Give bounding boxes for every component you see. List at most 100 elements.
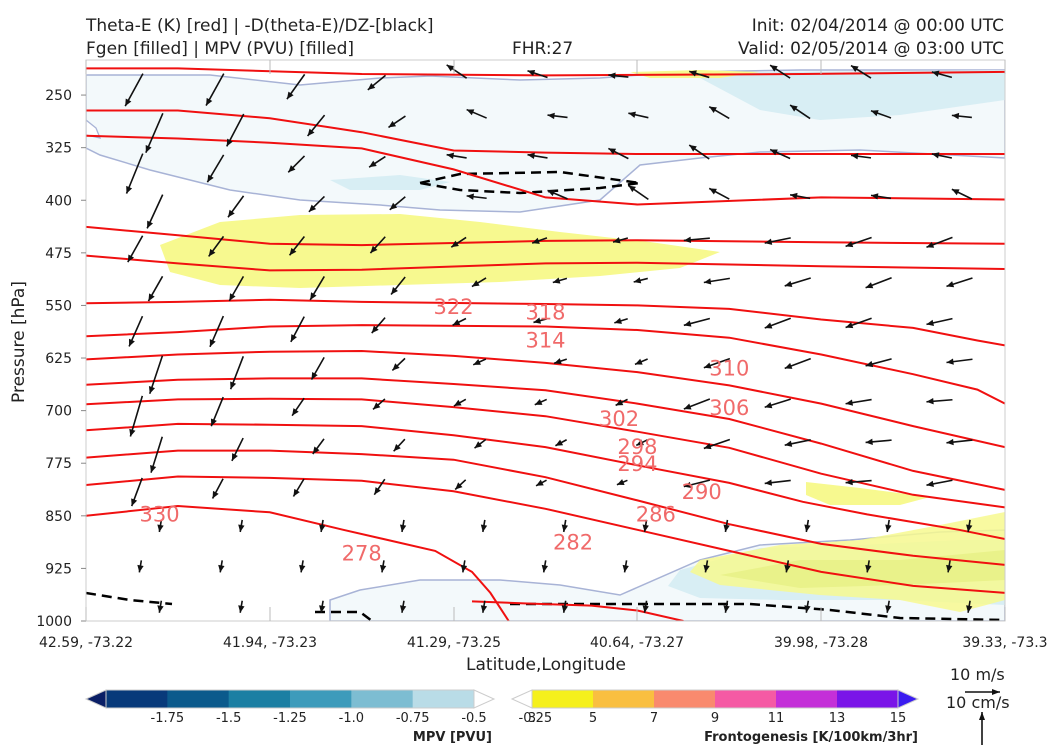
wind-vector-head (212, 490, 219, 499)
init-time: Init: 02/04/2014 @ 00:00 UTC (752, 16, 1004, 36)
wind-vector-head (210, 418, 217, 427)
wind-vector-head (784, 362, 793, 369)
wind-vector-head (642, 524, 649, 532)
mpv-fill-core-2 (330, 175, 450, 190)
cb-mpv-tick-5: -0.5 (461, 711, 486, 726)
wind-vector-head (555, 439, 564, 446)
wind-vector-head (552, 277, 561, 284)
dthetae-contour-low-mid (315, 610, 373, 621)
wind-vector-head (784, 280, 793, 287)
wind-vector-head (379, 564, 387, 573)
wind-vector-head (770, 65, 778, 72)
cb-fgen-swatch-6 (837, 690, 899, 708)
wind-vector-head (209, 339, 216, 347)
wind-vector-head (561, 605, 569, 613)
wind-vector-head (290, 334, 297, 342)
wind-vector-head (850, 65, 859, 72)
theta-e-contour-282 (86, 475, 1005, 594)
x-tick-label-2: 41.29, -73.25 (407, 635, 501, 651)
wind-vector-head (148, 386, 155, 394)
wind-vector-head (926, 241, 935, 248)
wind-vector-head (292, 408, 299, 416)
y-tick-label-625: 625 (45, 351, 72, 367)
cb-mpv-tick-6: -0.25 (519, 711, 553, 726)
wind-vector-head (206, 97, 213, 106)
reference-vectors: 10 m/s 10 cm/s (946, 665, 1010, 745)
cb-fgen-tick-4: 11 (768, 711, 785, 726)
cb-mpv-swatch-1 (106, 690, 168, 708)
wind-vector-head (474, 441, 483, 449)
wind-vector-head (642, 605, 649, 613)
cb-mpv-tip-right (473, 689, 496, 709)
wind-vector-head (238, 524, 245, 532)
wind-vector-head (616, 479, 625, 485)
wind-vector-head (845, 322, 854, 329)
wind-vector-head (554, 358, 562, 365)
valid-time: Valid: 02/05/2014 @ 03:00 UTC (738, 39, 1004, 59)
wind-vector-head (374, 487, 381, 495)
theta-e-contour-298 (86, 377, 1005, 491)
wind-vector-head (636, 439, 644, 446)
cb-mpv-tick-4: -0.75 (396, 711, 430, 726)
cb-mpv-swatch-4 (290, 690, 352, 708)
wind-vector-head (926, 319, 934, 326)
y-tick-label-775: 775 (45, 456, 72, 472)
theta-e-contour-306 (86, 324, 1005, 405)
theta-e-contour-274 (471, 600, 684, 621)
cb-fgen-outline (531, 689, 899, 709)
wind-vector-head (527, 69, 536, 77)
mpv-fill-left (86, 119, 102, 139)
wind-vector-head (703, 362, 712, 369)
wind-vector-head (541, 564, 549, 573)
wind-vector-head (293, 488, 300, 497)
y-tick-label-700: 700 (45, 404, 72, 420)
theta-e-label-310: 310 (709, 357, 749, 381)
cb-fgen-swatch-4 (715, 690, 777, 708)
wind-vector-head (319, 605, 326, 613)
wind-vector-head (683, 403, 692, 410)
dthetae-contour-low-right (510, 602, 1005, 621)
wind-vector-head (453, 399, 462, 407)
wind-vector-head (126, 185, 133, 194)
theta-e-contour-310 (86, 298, 1005, 347)
wind-vector-head (373, 402, 381, 410)
wind-vector-head (471, 280, 480, 287)
wind-vector-head (628, 185, 636, 193)
cb-fgen-tick-0: 3 (528, 711, 536, 726)
wind-vector-head (157, 524, 164, 532)
wind-vector-head (147, 220, 153, 229)
wind-vector-head (931, 152, 940, 159)
wind-vector-head (561, 524, 569, 532)
wind-vector (145, 112, 164, 154)
wind-vector-head (127, 254, 135, 263)
cb-fgen-tick-3: 9 (711, 711, 719, 726)
wind-vector-head (946, 358, 954, 365)
wind-vector-head (137, 564, 144, 573)
wind-vector-head (764, 402, 773, 409)
wind-vector-head (966, 605, 973, 613)
wind-vector-head (238, 605, 245, 613)
y-tick-label-475: 475 (45, 246, 72, 262)
wind-vector-head (388, 120, 397, 128)
vert-ref-label: 10 cm/s (946, 693, 1010, 712)
wind-vector-head (770, 149, 778, 156)
theta-e-contour-326 (86, 109, 1005, 155)
wind-vector (129, 395, 144, 437)
wind-vector-head (148, 293, 155, 302)
theta-e-label-298: 298 (617, 435, 657, 459)
wind-vector-head (451, 240, 459, 248)
x-tick-label-4: 39.98, -73.28 (774, 635, 868, 651)
y-axis-ticks: 250 325 400 475 550 625 700 775 850 925 1000 (36, 88, 86, 630)
cb-mpv-swatch-6 (412, 690, 475, 708)
y-tick-label-925: 925 (45, 561, 72, 577)
y-tick-label-550: 550 (45, 298, 72, 314)
wind-vector-head (391, 287, 398, 295)
wind-vector-head (764, 322, 773, 329)
wind-vector-head (689, 145, 697, 152)
wind-vector-head (399, 524, 407, 532)
wind-vector-head (784, 564, 791, 573)
wind-vector-head (946, 438, 954, 446)
x-axis-label: Latitude,Longitude (466, 655, 626, 675)
wind-vector-head (473, 358, 481, 365)
cb-fgen-swatch-1 (532, 690, 594, 708)
